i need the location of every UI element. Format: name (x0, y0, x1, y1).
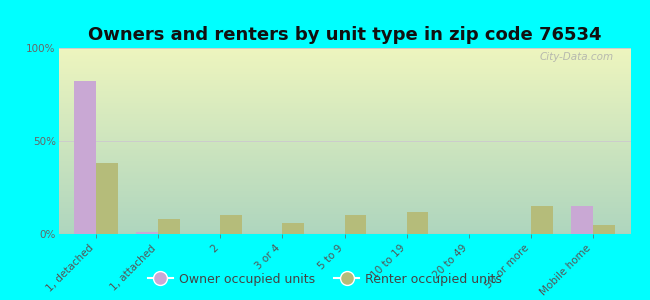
Bar (158, 219, 180, 234)
Bar (136, 232, 158, 234)
Bar (220, 215, 242, 234)
Legend: Owner occupied units, Renter occupied units: Owner occupied units, Renter occupied un… (143, 268, 507, 291)
Bar (344, 215, 366, 234)
Bar (531, 206, 552, 234)
Title: Owners and renters by unit type in zip code 76534: Owners and renters by unit type in zip c… (88, 26, 601, 44)
Text: City-Data.com: City-Data.com (540, 52, 614, 62)
Bar (593, 225, 615, 234)
Bar (74, 82, 96, 234)
Bar (96, 163, 118, 234)
Bar (282, 223, 304, 234)
Bar (571, 206, 593, 234)
Bar (407, 212, 428, 234)
